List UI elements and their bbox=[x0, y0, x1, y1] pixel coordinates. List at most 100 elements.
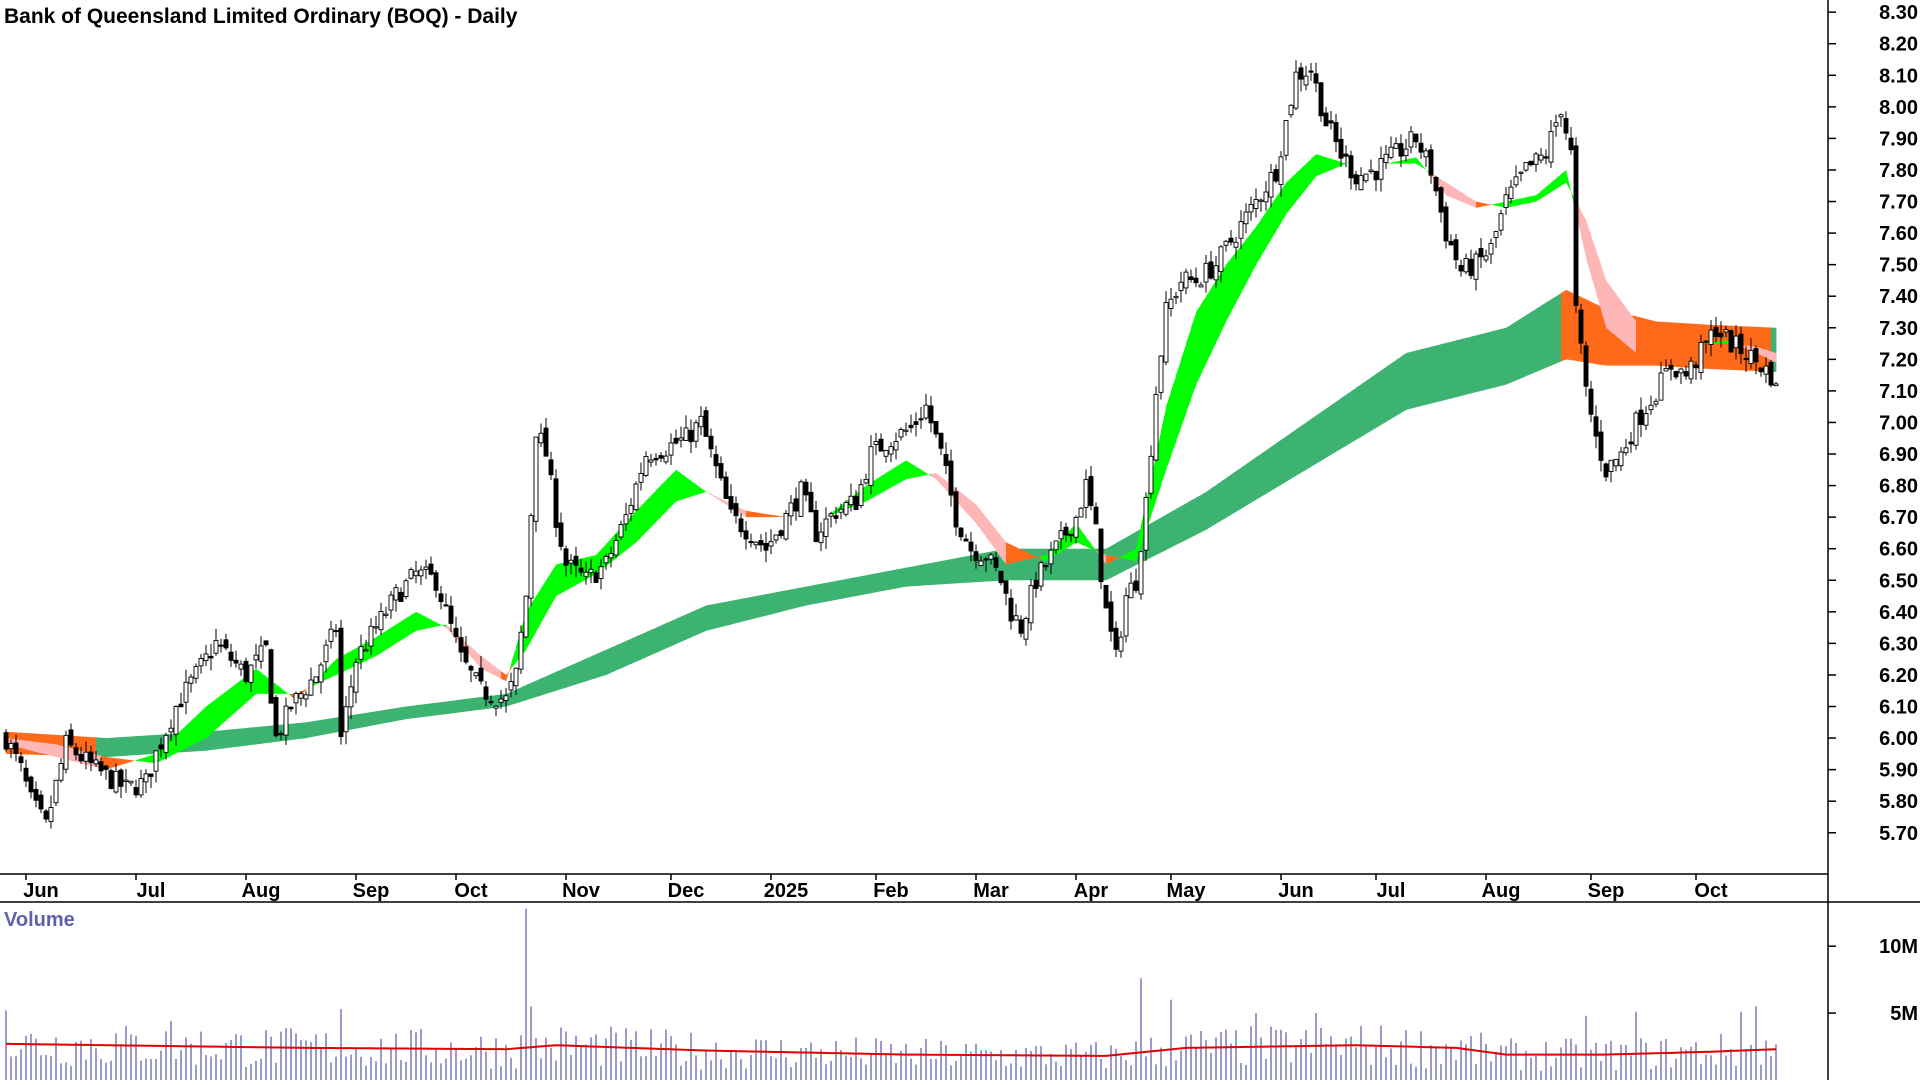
candle-body bbox=[613, 539, 619, 556]
long-band-segment bbox=[1501, 327, 1507, 386]
long-band-segment bbox=[1281, 436, 1287, 485]
long-band-segment bbox=[211, 730, 217, 751]
long-band-segment bbox=[406, 705, 412, 720]
long-band-segment bbox=[291, 723, 297, 740]
candle-body bbox=[1593, 416, 1599, 437]
short-band-segment bbox=[676, 469, 682, 502]
candle-body bbox=[23, 767, 29, 782]
candle-body bbox=[1428, 149, 1434, 176]
long-band-segment bbox=[961, 556, 967, 584]
long-band-segment bbox=[801, 586, 807, 607]
short-band-segment bbox=[776, 515, 782, 518]
long-band-segment bbox=[1066, 548, 1072, 581]
short-band-segment bbox=[561, 562, 567, 594]
long-band-segment bbox=[1486, 331, 1492, 390]
short-band-segment bbox=[1276, 189, 1282, 231]
candle-body bbox=[1453, 239, 1459, 261]
short-band-segment bbox=[931, 472, 937, 480]
short-band-segment bbox=[1341, 162, 1347, 166]
short-band-segment bbox=[1466, 195, 1472, 206]
candle-body bbox=[1478, 248, 1484, 258]
long-band-segment bbox=[1076, 548, 1082, 581]
candle-body bbox=[118, 769, 124, 787]
candle-body bbox=[1348, 155, 1354, 179]
candle-body bbox=[1658, 372, 1664, 401]
long-band-segment bbox=[786, 589, 792, 611]
short-band-segment bbox=[646, 495, 652, 533]
candle-body bbox=[548, 459, 554, 476]
long-band-segment bbox=[1171, 508, 1177, 548]
candle-body bbox=[1683, 371, 1689, 377]
long-band-segment bbox=[1286, 432, 1292, 482]
long-band-segment bbox=[951, 558, 957, 584]
long-band-segment bbox=[1321, 408, 1327, 461]
long-band-segment bbox=[386, 708, 392, 723]
long-band-segment bbox=[146, 735, 152, 755]
long-band-segment bbox=[1166, 511, 1172, 550]
long-band-segment bbox=[466, 698, 472, 712]
short-band-segment bbox=[176, 730, 182, 754]
candle-body bbox=[1698, 341, 1704, 374]
price-y-tick-label: 7.40 bbox=[1879, 286, 1918, 308]
short-band-segment bbox=[1396, 160, 1402, 164]
candle-body bbox=[773, 534, 779, 541]
long-band-segment bbox=[1526, 311, 1532, 377]
long-band-segment bbox=[616, 643, 622, 671]
long-band-segment bbox=[906, 566, 912, 587]
candle-body bbox=[1393, 143, 1399, 149]
short-band-segment bbox=[551, 564, 557, 605]
long-band-segment bbox=[866, 574, 872, 595]
long-band-segment bbox=[1521, 315, 1527, 379]
volume-ma bbox=[5, 1042, 1777, 1057]
short-band-segment bbox=[1186, 327, 1192, 413]
long-band-segment bbox=[1246, 460, 1252, 506]
candle-body bbox=[1193, 277, 1199, 284]
short-band-segment bbox=[1611, 287, 1617, 337]
long-band-segment bbox=[1381, 366, 1387, 425]
long-band-segment bbox=[1341, 394, 1347, 449]
long-band-segment bbox=[1346, 391, 1352, 446]
candle-body bbox=[233, 659, 239, 664]
candle-body bbox=[888, 446, 894, 455]
long-band-segment bbox=[1541, 302, 1547, 370]
candle-body bbox=[63, 734, 69, 770]
long-band-segment bbox=[381, 709, 387, 724]
short-band-segment bbox=[566, 560, 572, 591]
candle-body bbox=[1773, 383, 1779, 387]
short-band-segment bbox=[971, 500, 977, 524]
short-band-segment bbox=[1621, 300, 1627, 345]
candle-body bbox=[153, 750, 159, 772]
long-band-segment bbox=[1571, 292, 1577, 361]
candle-body bbox=[538, 432, 544, 444]
long-band-segment bbox=[631, 636, 637, 664]
short-band-segment bbox=[1661, 334, 1667, 354]
candle-body bbox=[1003, 580, 1009, 594]
long-band-segment bbox=[1226, 474, 1232, 518]
long-band-segment bbox=[626, 638, 632, 667]
candle-body bbox=[608, 553, 614, 559]
short-band-segment bbox=[496, 667, 502, 679]
long-band-segment bbox=[901, 567, 907, 588]
short-band-segment bbox=[476, 651, 482, 669]
short-band-segment bbox=[121, 758, 127, 765]
price-y-tick-label: 7.50 bbox=[1879, 255, 1918, 277]
long-band-segment bbox=[1431, 345, 1437, 404]
long-band-segment bbox=[691, 609, 697, 638]
short-band-segment bbox=[906, 460, 912, 480]
short-band-segment bbox=[1516, 198, 1522, 206]
long-band-segment bbox=[676, 616, 682, 645]
short-band-segment bbox=[56, 744, 62, 759]
candle-body bbox=[213, 640, 219, 654]
long-band-segment bbox=[686, 612, 692, 640]
candle-body bbox=[1423, 150, 1429, 158]
candle-body bbox=[43, 810, 49, 820]
long-band-segment bbox=[546, 673, 552, 694]
candle-body bbox=[1643, 413, 1649, 426]
candle-body bbox=[823, 518, 829, 537]
long-band-segment bbox=[126, 736, 132, 756]
long-band-segment bbox=[596, 651, 602, 679]
short-band-segment bbox=[666, 474, 672, 512]
candle-body bbox=[783, 513, 789, 540]
short-band-segment bbox=[686, 477, 692, 499]
